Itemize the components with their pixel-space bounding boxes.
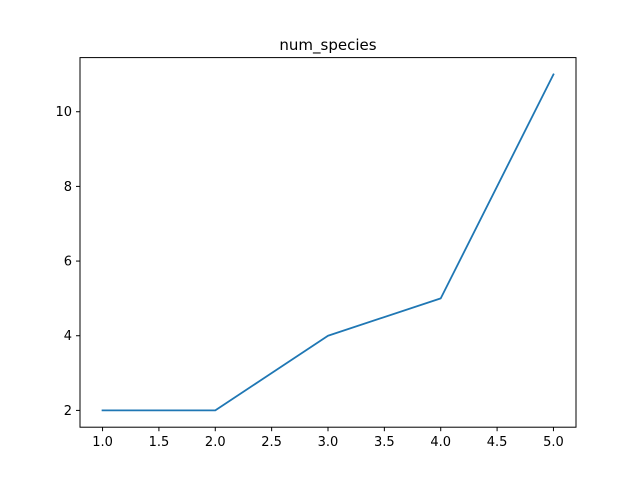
y-tick-label: 4: [64, 329, 72, 344]
y-axis-ticks: 2 4 6 8 10: [55, 105, 80, 419]
y-tick-label: 2: [64, 404, 72, 419]
x-tick-label: 4.5: [487, 435, 508, 450]
plot-area: [101, 73, 555, 412]
x-axis-ticks: 1.0 1.5 2.0 2.5 3.0 3.5 4.0 4.5 5.0: [92, 427, 564, 450]
y-tick-label: 10: [55, 105, 72, 120]
y-tick-label: 6: [64, 255, 72, 270]
x-tick-label: 2.5: [261, 435, 282, 450]
plot-frame: [79, 57, 577, 428]
x-tick-label: 2.0: [205, 435, 226, 450]
x-tick-label: 1.0: [92, 435, 113, 450]
x-tick-label: 5.0: [543, 435, 564, 450]
chart-title: num_species: [279, 36, 376, 55]
x-tick-label: 3.0: [318, 435, 339, 450]
x-tick-label: 3.5: [374, 435, 395, 450]
x-tick-label: 4.0: [430, 435, 451, 450]
y-tick-label: 8: [64, 180, 72, 195]
x-tick-label: 1.5: [149, 435, 170, 450]
